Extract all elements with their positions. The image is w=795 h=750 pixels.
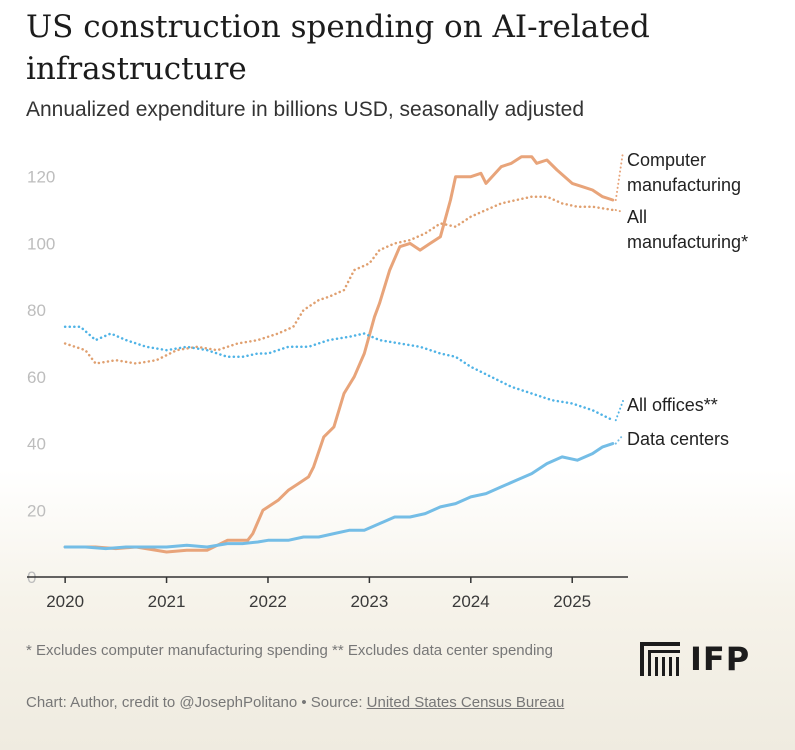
series-line-all-manufacturing bbox=[63, 195, 615, 365]
footnote: * Excludes computer manufacturing spendi… bbox=[26, 642, 553, 659]
ifp-logo-icon bbox=[640, 642, 680, 676]
series-label-all-manufacturing: manufacturing* bbox=[627, 232, 748, 252]
series-line-computer-manufacturing bbox=[63, 155, 615, 554]
label-connector-data-centers bbox=[614, 434, 624, 445]
chart-title: US construction spending on AI-related i… bbox=[26, 9, 650, 87]
y-tick-label: 100 bbox=[27, 234, 55, 253]
x-tick-label: 2020 bbox=[46, 592, 84, 610]
ifp-logo: IFP bbox=[640, 640, 750, 678]
y-tick-label: 40 bbox=[27, 435, 46, 454]
x-tick-label: 2023 bbox=[350, 592, 388, 610]
label-connector-computer-manufacturing bbox=[614, 151, 624, 202]
series-label-computer-manufacturing: manufacturing bbox=[627, 175, 741, 195]
label-connector-all-offices bbox=[614, 400, 624, 422]
series-label-all-offices: All offices** bbox=[627, 395, 718, 415]
y-tick-label: 60 bbox=[27, 368, 46, 387]
source-link[interactable]: United States Census Bureau bbox=[366, 694, 565, 711]
label-connector-all-manufacturing bbox=[614, 209, 624, 213]
credit-prefix: Chart: Author, credit to @JosephPolitano… bbox=[26, 694, 367, 711]
series-line-data-centers bbox=[63, 442, 615, 551]
chart-subtitle: Annualized expenditure in billions USD, … bbox=[26, 98, 585, 121]
series-label-data-centers: Data centers bbox=[627, 429, 729, 449]
x-tick-label: 2025 bbox=[553, 592, 591, 610]
credit-line: Chart: Author, credit to @JosephPolitano… bbox=[26, 692, 596, 713]
x-tick-label: 2024 bbox=[452, 592, 490, 610]
series-label-computer-manufacturing: Computer bbox=[627, 150, 706, 170]
series-line-all-offices bbox=[63, 325, 615, 422]
y-tick-label: 120 bbox=[27, 168, 55, 187]
x-tick-label: 2022 bbox=[249, 592, 287, 610]
ifp-logo-text: IFP bbox=[690, 640, 751, 678]
x-tick-label: 2021 bbox=[148, 592, 186, 610]
line-chart: 020406080100120202020212022202320242025C… bbox=[27, 150, 748, 610]
series-label-all-manufacturing: All bbox=[627, 207, 647, 227]
y-tick-label: 20 bbox=[27, 501, 46, 520]
y-tick-label: 80 bbox=[27, 301, 46, 320]
